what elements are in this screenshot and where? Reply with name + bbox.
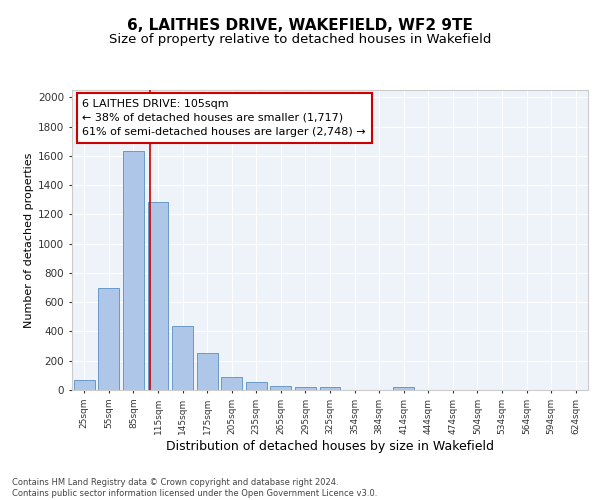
Bar — [123, 150, 144, 390]
Bar — [295, 387, 316, 390]
Y-axis label: Number of detached properties: Number of detached properties — [24, 152, 34, 328]
Text: Size of property relative to detached houses in Wakefield: Size of property relative to detached ho… — [109, 32, 491, 46]
Bar — [74, 380, 95, 390]
X-axis label: Distribution of detached houses by size in Wakefield: Distribution of detached houses by size … — [166, 440, 494, 452]
Bar — [320, 387, 340, 390]
Bar — [221, 377, 242, 390]
Bar — [197, 352, 218, 390]
Bar — [393, 387, 414, 390]
Bar — [148, 202, 169, 390]
Text: 6 LAITHES DRIVE: 105sqm
← 38% of detached houses are smaller (1,717)
61% of semi: 6 LAITHES DRIVE: 105sqm ← 38% of detache… — [82, 99, 366, 137]
Bar — [271, 386, 292, 390]
Text: Contains HM Land Registry data © Crown copyright and database right 2024.
Contai: Contains HM Land Registry data © Crown c… — [12, 478, 377, 498]
Text: 6, LAITHES DRIVE, WAKEFIELD, WF2 9TE: 6, LAITHES DRIVE, WAKEFIELD, WF2 9TE — [127, 18, 473, 32]
Bar — [246, 382, 267, 390]
Bar — [172, 326, 193, 390]
Bar — [98, 288, 119, 390]
